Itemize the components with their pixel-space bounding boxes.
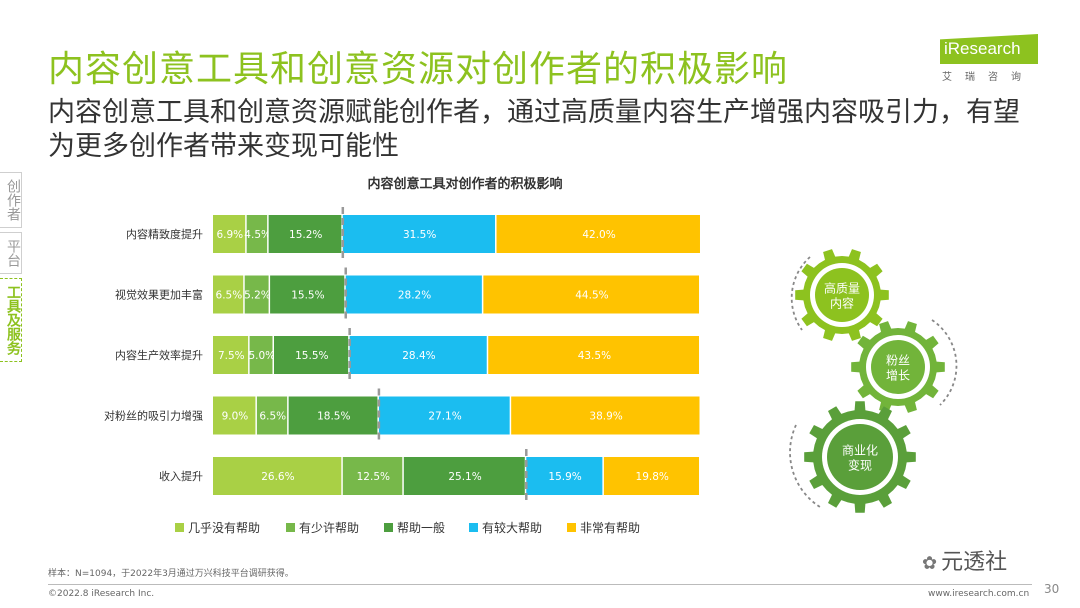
bar-segment — [213, 336, 249, 374]
page-title: 内容创意工具和创意资源对创作者的积极影响 — [48, 49, 789, 90]
website-link[interactable]: www.iresearch.com.cn — [928, 589, 1030, 599]
logo-brand: iResearch — [940, 34, 1038, 64]
bar-segment — [342, 457, 403, 495]
legend-swatch — [567, 523, 576, 532]
nav-tab-1[interactable]: 平台 — [0, 232, 22, 274]
category-label: 对粉丝的吸引力增强 — [104, 409, 203, 423]
bar-segment — [496, 215, 700, 253]
category-label: 收入提升 — [159, 469, 203, 483]
bar-segment — [488, 336, 700, 374]
bar-segment — [345, 275, 482, 314]
chart-title: 内容创意工具对创作者的积极影响 — [367, 176, 562, 192]
data-label: 31.5% — [403, 229, 436, 241]
bar-segment — [213, 396, 256, 435]
bar-segment — [256, 396, 288, 435]
data-label: 5.0% — [248, 350, 275, 362]
bar-segment — [526, 457, 603, 495]
bar-segment — [246, 215, 268, 253]
data-label: 12.5% — [357, 471, 390, 483]
data-label: 15.5% — [291, 290, 324, 302]
bar-segment — [603, 457, 700, 495]
page-subtitle: 内容创意工具和创意资源赋能创作者，通过高质量内容生产增强内容吸引力，有望为更多创… — [48, 97, 1020, 162]
data-label: 15.5% — [295, 350, 328, 362]
bar-segment — [511, 396, 700, 435]
gear-label: 粉丝 — [886, 354, 910, 368]
bar-segment — [213, 457, 342, 495]
gear-label: 内容 — [830, 296, 854, 311]
bar-segment — [378, 396, 510, 435]
data-label: 42.0% — [582, 229, 615, 241]
data-label: 28.4% — [402, 350, 435, 362]
legend-label: 帮助一般 — [397, 520, 445, 535]
nav-tab-2[interactable]: 工具及服务 — [0, 278, 22, 362]
cycle-arrow — [931, 319, 958, 406]
bar-segment — [270, 275, 345, 314]
category-label: 视觉效果更加丰富 — [115, 288, 203, 302]
legend-swatch — [175, 523, 184, 532]
gear-hub — [827, 424, 893, 490]
legend-swatch — [469, 523, 478, 532]
page-number: 30 — [1044, 582, 1060, 596]
data-label: 19.8% — [636, 471, 669, 483]
category-label: 内容生产效率提升 — [115, 348, 203, 362]
data-label: 28.2% — [398, 290, 431, 302]
gear-hub — [815, 268, 869, 322]
data-label: 25.1% — [448, 471, 481, 483]
sample-footnote: 样本：N=1094，于2022年3月通过万兴科技平台调研获得。 — [48, 569, 294, 579]
data-label: 43.5% — [578, 350, 611, 362]
bar-segment — [342, 215, 496, 253]
data-label: 44.5% — [575, 290, 608, 302]
watermark-text: 元透社 — [941, 550, 1008, 575]
legend-label: 非常有帮助 — [580, 521, 640, 535]
bar-segment — [213, 275, 244, 314]
data-label: 38.9% — [589, 411, 622, 423]
data-label: 27.1% — [428, 411, 461, 423]
legend-swatch — [384, 523, 393, 532]
bar-segment — [349, 336, 487, 374]
legend-label: 有少许帮助 — [299, 521, 359, 535]
data-label: 9.0% — [222, 411, 249, 423]
gear-label: 变现 — [848, 458, 872, 473]
bar-segment — [403, 457, 525, 495]
logo-chinese: 艾瑞咨询 — [942, 72, 1034, 83]
data-label: 6.5% — [216, 290, 243, 302]
watermark: ✿ 元透社 — [922, 544, 1007, 576]
legend-label: 几乎没有帮助 — [188, 520, 260, 535]
bar-segment — [244, 275, 269, 314]
data-label: 15.2% — [289, 229, 322, 241]
copyright: ©2022.8 iResearch Inc. — [48, 589, 155, 599]
nav-tab-0[interactable]: 创作者 — [0, 172, 22, 228]
bar-segment — [268, 215, 342, 253]
section-nav: 创作者平台工具及服务 — [0, 172, 24, 366]
data-label: 26.6% — [261, 471, 294, 483]
category-label: 内容精致度提升 — [126, 227, 203, 241]
iresearch-logo: iResearch 艾瑞咨询 — [940, 34, 1040, 83]
footer-divider — [48, 584, 1032, 585]
gear-hub — [871, 340, 925, 394]
legend-swatch — [286, 523, 295, 532]
legend-label: 有较大帮助 — [482, 520, 542, 535]
data-label: 15.9% — [548, 471, 581, 483]
data-label: 7.5% — [218, 350, 245, 362]
data-label: 18.5% — [317, 411, 350, 423]
gear-label: 高质量 — [824, 281, 860, 296]
bar-segment — [288, 396, 378, 435]
bar-segment — [249, 336, 273, 374]
wechat-icon: ✿ — [922, 553, 938, 574]
gear-label: 增长 — [886, 369, 910, 383]
bar-segment — [274, 336, 349, 374]
data-label: 5.2% — [244, 290, 271, 302]
data-label: 6.5% — [259, 411, 286, 423]
bar-segment — [213, 215, 246, 253]
bar-segment — [483, 275, 700, 314]
gear-label: 商业化 — [842, 443, 878, 458]
data-label: 6.9% — [216, 229, 243, 241]
data-label: 4.5% — [244, 229, 271, 241]
